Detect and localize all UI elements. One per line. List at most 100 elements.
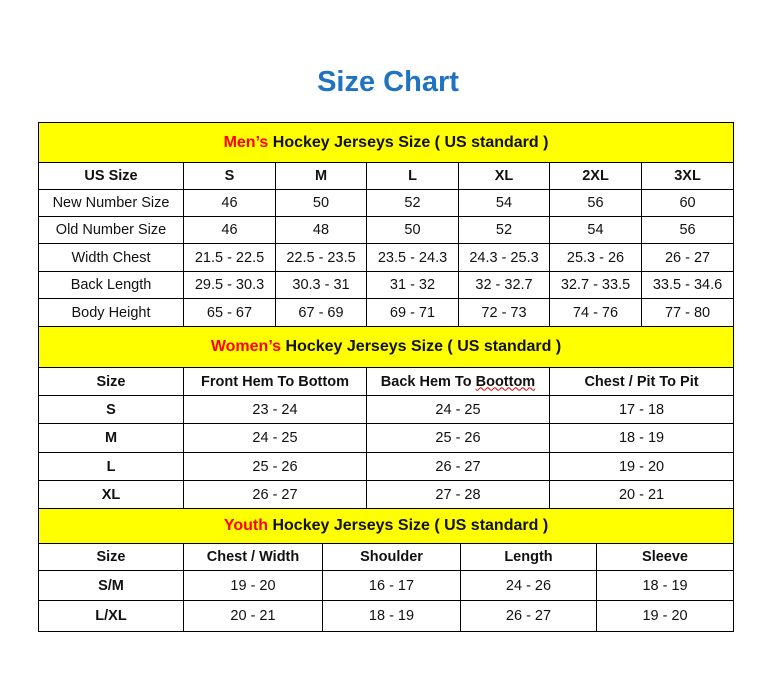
table-cell: 24 - 25 bbox=[183, 423, 367, 453]
row-label: M bbox=[38, 423, 184, 453]
column-header: Shoulder bbox=[322, 543, 461, 571]
column-header: XL bbox=[458, 162, 550, 190]
table-cell: 23 - 24 bbox=[183, 395, 367, 424]
table-row: Body Height 65 - 67 67 - 69 69 - 71 72 - 73 7… bbox=[38, 298, 735, 327]
table-row: M 24 - 25 25 - 26 18 - 19 bbox=[38, 423, 735, 453]
banner-text: Hockey Jerseys Size ( US standard ) bbox=[268, 517, 549, 534]
column-header: Size bbox=[38, 543, 184, 571]
row-label: L bbox=[38, 452, 184, 481]
table-cell: 69 - 71 bbox=[366, 298, 459, 327]
table-cell: 30.3 - 31 bbox=[275, 271, 367, 299]
table-cell: 31 - 32 bbox=[366, 271, 459, 299]
column-header: Chest / Width bbox=[183, 543, 323, 571]
table-cell: 18 - 19 bbox=[595, 570, 735, 601]
table-cell: 65 - 67 bbox=[183, 298, 276, 327]
page-title: Size Chart bbox=[317, 66, 459, 98]
table-cell: 21.5 - 22.5 bbox=[183, 243, 276, 272]
youth-banner: Youth Hockey Jerseys Size ( US standard … bbox=[37, 508, 735, 544]
men-size-table: Men’s Hockey Jerseys Size ( US standard … bbox=[37, 122, 735, 327]
table-cell: 24.3 - 25.3 bbox=[458, 243, 550, 272]
table-row: Old Number Size 46 48 50 52 54 56 bbox=[38, 216, 735, 244]
youth-label: Youth bbox=[223, 517, 269, 534]
table-cell: 25.3 - 26 bbox=[549, 243, 642, 272]
table-cell: 67 - 69 bbox=[275, 298, 367, 327]
header-text: Back Hem To Boottom bbox=[380, 373, 536, 390]
table-cell: 16 - 17 bbox=[322, 570, 461, 601]
women-size-table: Women’s Hockey Jerseys Size ( US standar… bbox=[37, 326, 735, 509]
column-header: L bbox=[366, 162, 459, 190]
column-header: Back Hem To Boottom bbox=[366, 367, 550, 396]
row-label: S/M bbox=[38, 570, 184, 601]
header-row: Size Front Hem To Bottom Back Hem To Boott… bbox=[38, 367, 735, 396]
women-banner: Women’s Hockey Jerseys Size ( US standar… bbox=[37, 326, 735, 368]
table-cell: 74 - 76 bbox=[549, 298, 642, 327]
table-cell: 19 - 20 bbox=[595, 600, 735, 632]
men-label: Men’s bbox=[223, 133, 269, 151]
table-cell: 54 bbox=[549, 216, 642, 244]
table-cell: 72 - 73 bbox=[458, 298, 550, 327]
table-cell: 27 - 28 bbox=[366, 480, 550, 509]
table-cell: 26 - 27 bbox=[640, 243, 735, 272]
table-cell: 19 - 20 bbox=[548, 452, 735, 481]
row-label: Width Chest bbox=[38, 243, 184, 272]
table-cell: 52 bbox=[458, 216, 550, 244]
table-cell: 32.7 - 33.5 bbox=[549, 271, 642, 299]
table-row: Width Chest 21.5 - 22.5 22.5 - 23.5 23.5 - … bbox=[38, 243, 735, 272]
column-header: Sleeve bbox=[595, 543, 735, 571]
row-label: Back Length bbox=[38, 271, 184, 299]
table-row: S 23 - 24 24 - 25 17 - 18 bbox=[38, 395, 735, 424]
table-cell: 60 bbox=[640, 189, 735, 217]
table-cell: 33.5 - 34.6 bbox=[640, 271, 735, 299]
table-cell: 46 bbox=[183, 189, 276, 217]
row-label: Old Number Size bbox=[38, 216, 184, 244]
row-label: New Number Size bbox=[38, 189, 184, 217]
table-cell: 48 bbox=[275, 216, 367, 244]
row-label: L/XL bbox=[38, 600, 184, 632]
column-header: Size bbox=[38, 367, 184, 396]
header-row: Size Chest / Width Shoulder Length Sleeve bbox=[38, 543, 735, 571]
table-cell: 54 bbox=[458, 189, 550, 217]
table-row: New Number Size 46 50 52 54 56 60 bbox=[38, 189, 735, 217]
table-row: L 25 - 26 26 - 27 19 - 20 bbox=[38, 452, 735, 481]
table-cell: 29.5 - 30.3 bbox=[183, 271, 276, 299]
row-label: Body Height bbox=[38, 298, 184, 327]
youth-size-table: Youth Hockey Jerseys Size ( US standard … bbox=[37, 508, 735, 632]
column-header: 3XL bbox=[640, 162, 735, 190]
table-row: XL 26 - 27 27 - 28 20 - 21 bbox=[38, 480, 735, 509]
table-cell: 26 - 27 bbox=[366, 452, 550, 481]
table-cell: 24 - 25 bbox=[366, 395, 550, 424]
table-cell: 23.5 - 24.3 bbox=[366, 243, 459, 272]
column-header: US Size bbox=[38, 162, 184, 190]
table-cell: 52 bbox=[366, 189, 459, 217]
table-cell: 18 - 19 bbox=[548, 423, 735, 453]
table-cell: 50 bbox=[275, 189, 367, 217]
table-cell: 25 - 26 bbox=[183, 452, 367, 481]
table-cell: 77 - 80 bbox=[640, 298, 735, 327]
table-cell: 50 bbox=[366, 216, 459, 244]
column-header: Front Hem To Bottom bbox=[183, 367, 367, 396]
header-row: US Size S M L XL 2XL 3XL bbox=[38, 162, 735, 190]
table-cell: 20 - 21 bbox=[548, 480, 735, 509]
table-cell: 22.5 - 23.5 bbox=[275, 243, 367, 272]
table-cell: 26 - 27 bbox=[183, 480, 367, 509]
table-cell: 26 - 27 bbox=[460, 600, 597, 632]
table-cell: 24 - 26 bbox=[460, 570, 597, 601]
table-row: L/XL 20 - 21 18 - 19 26 - 27 19 - 20 bbox=[38, 600, 735, 632]
table-cell: 25 - 26 bbox=[366, 423, 550, 453]
column-header: S bbox=[183, 162, 276, 190]
men-banner: Men’s Hockey Jerseys Size ( US standard … bbox=[37, 122, 735, 163]
table-cell: 56 bbox=[640, 216, 735, 244]
row-label: S bbox=[38, 395, 184, 424]
table-cell: 18 - 19 bbox=[322, 600, 461, 632]
table-cell: 17 - 18 bbox=[548, 395, 735, 424]
table-cell: 46 bbox=[183, 216, 276, 244]
banner-text: Hockey Jerseys Size ( US standard ) bbox=[268, 133, 549, 151]
column-header: Chest / Pit To Pit bbox=[548, 367, 735, 396]
table-cell: 56 bbox=[549, 189, 642, 217]
women-label: Women’s bbox=[210, 338, 282, 355]
table-cell: 20 - 21 bbox=[183, 600, 323, 632]
table-row: Back Length 29.5 - 30.3 30.3 - 31 31 - 32 32… bbox=[38, 271, 735, 299]
column-header: M bbox=[275, 162, 367, 190]
column-header: Length bbox=[460, 543, 597, 571]
row-label: XL bbox=[38, 480, 184, 509]
